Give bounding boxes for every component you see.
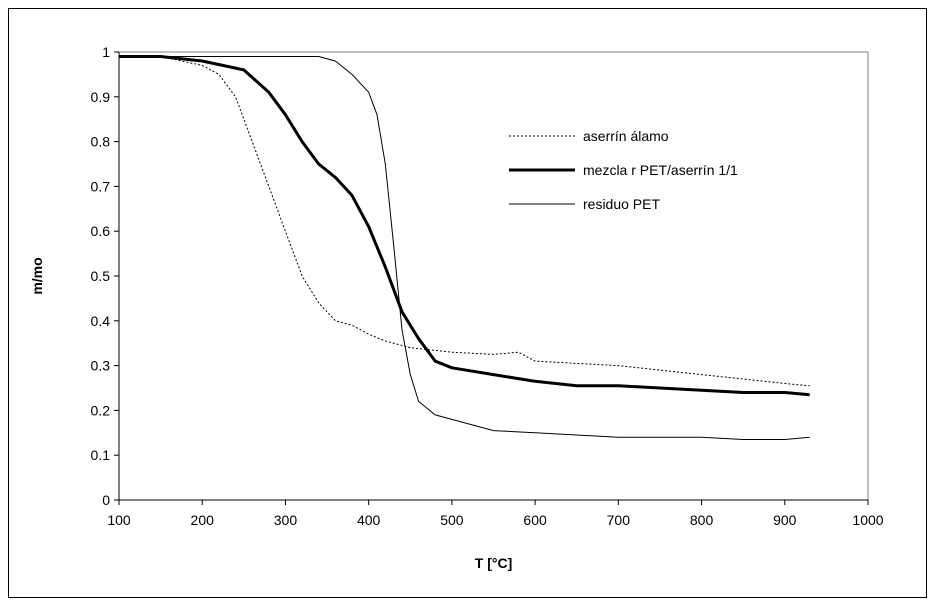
y-axis-title: m/mo [29,257,45,294]
x-tick-label: 200 [191,512,215,528]
y-tick-label: 0.1 [91,447,111,463]
series-line-1 [119,55,810,397]
y-tick-label: 0.9 [91,89,111,105]
x-tick-label: 700 [607,512,631,528]
y-tick-label: 0.7 [91,178,111,194]
x-tick-label: 900 [773,512,797,528]
y-tick-label: 0.6 [91,223,111,239]
x-tick-label: 500 [440,512,464,528]
y-tick-label: 0.4 [91,313,111,329]
y-tick-label: 0.2 [91,402,111,418]
series-line-0 [119,56,810,387]
legend-label-0: aserrín álamo [583,128,669,144]
x-tick-label: 1000 [852,512,883,528]
x-tick-label: 600 [523,512,547,528]
x-tick-label: 400 [357,512,381,528]
y-tick-label: 0.3 [91,358,111,374]
axes [118,51,869,501]
x-tick-label: 100 [107,512,131,528]
legend: aserrín álamo mezcla r PET/aserrín 1/1 res… [509,128,738,212]
y-tick-label: 0.8 [91,134,111,150]
y-tick-label: 0.5 [91,268,111,284]
x-axis-title: T [°C] [475,555,512,571]
series-line-2 [119,56,810,440]
plot-area [118,51,869,501]
x-tick-label: 300 [274,512,298,528]
legend-label-2: residuo PET [583,196,660,212]
y-tick-label: 0 [102,492,110,508]
x-tick-label: 800 [690,512,714,528]
series-lines [119,55,810,440]
tick-marks: 100 200 300 400 500 600 700 800 900 1000 0 0.1 0.2 0.… [91,44,884,528]
y-tick-label: 1 [102,44,110,60]
legend-label-1: mezcla r PET/aserrín 1/1 [583,162,738,178]
